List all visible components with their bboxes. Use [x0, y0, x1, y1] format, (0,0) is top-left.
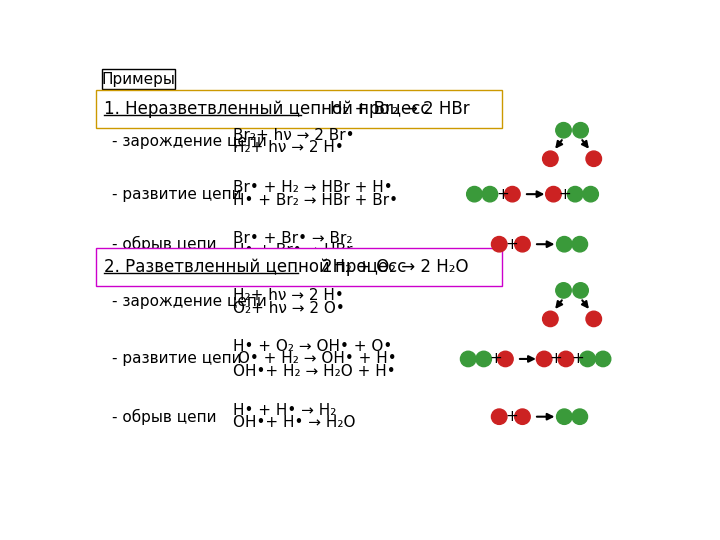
Circle shape	[543, 311, 558, 327]
Text: Br• + H₂ → HBr + H•: Br• + H₂ → HBr + H•	[233, 180, 393, 195]
Circle shape	[476, 351, 492, 367]
Circle shape	[573, 283, 588, 298]
Circle shape	[557, 237, 572, 252]
Text: - обрыв цепи: - обрыв цепи	[112, 409, 216, 425]
Text: +: +	[505, 237, 518, 252]
Circle shape	[586, 311, 601, 327]
Circle shape	[567, 186, 583, 202]
Text: - развитие цепи: - развитие цепи	[112, 187, 241, 201]
Circle shape	[572, 409, 588, 424]
FancyBboxPatch shape	[96, 90, 503, 128]
Text: +: +	[559, 187, 572, 201]
Text: O₂+ hν → 2 O•: O₂+ hν → 2 O•	[233, 301, 345, 315]
Circle shape	[498, 351, 513, 367]
Circle shape	[492, 409, 507, 424]
Text: +: +	[505, 409, 518, 424]
Text: +: +	[571, 352, 584, 367]
Circle shape	[557, 409, 572, 424]
Text: Br• + Br• → Br₂: Br• + Br• → Br₂	[233, 231, 353, 246]
Text: Примеры: Примеры	[102, 72, 176, 87]
Circle shape	[583, 186, 598, 202]
Circle shape	[543, 151, 558, 166]
Circle shape	[573, 123, 588, 138]
Circle shape	[515, 237, 530, 252]
Circle shape	[558, 351, 574, 367]
Text: H• + Br• → HBr: H• + Br• → HBr	[233, 243, 353, 258]
Circle shape	[492, 237, 507, 252]
Circle shape	[482, 186, 498, 202]
Circle shape	[515, 409, 530, 424]
Circle shape	[556, 283, 571, 298]
FancyBboxPatch shape	[96, 248, 503, 286]
Circle shape	[556, 123, 571, 138]
Text: H₂ + Br₂ → 2 HBr: H₂ + Br₂ → 2 HBr	[330, 100, 470, 118]
Text: 1. Неразветвленный цепной процесс: 1. Неразветвленный цепной процесс	[104, 100, 429, 118]
Text: - зарождение цепи: - зарождение цепи	[112, 294, 266, 309]
Text: - зарождение цепи: - зарождение цепи	[112, 134, 266, 149]
Text: Br₂+ hν → 2 Br•: Br₂+ hν → 2 Br•	[233, 128, 355, 143]
Text: +: +	[496, 187, 508, 201]
FancyBboxPatch shape	[102, 70, 175, 90]
Text: - развитие цепи: - развитие цепи	[112, 352, 241, 367]
Text: OH•+ H₂ → H₂O + H•: OH•+ H₂ → H₂O + H•	[233, 364, 396, 379]
Circle shape	[461, 351, 476, 367]
Text: 2. Разветвленный цепной процесс: 2. Разветвленный цепной процесс	[104, 258, 406, 276]
Text: H• + Br₂ → HBr + Br•: H• + Br₂ → HBr + Br•	[233, 193, 398, 208]
Text: 2H₂ + O₂ → 2 H₂O: 2H₂ + O₂ → 2 H₂O	[323, 258, 469, 276]
Text: H• + H• → H₂: H• + H• → H₂	[233, 403, 337, 418]
Text: H• + O₂ → OH• + O•: H• + O₂ → OH• + O•	[233, 339, 392, 354]
Text: +: +	[549, 352, 562, 367]
Circle shape	[586, 151, 601, 166]
Circle shape	[595, 351, 611, 367]
Circle shape	[505, 186, 520, 202]
Text: - обрыв цепи: - обрыв цепи	[112, 236, 216, 252]
Text: +: +	[490, 352, 503, 367]
Text: H₂+ hν → 2 H•: H₂+ hν → 2 H•	[233, 140, 344, 156]
Circle shape	[572, 237, 588, 252]
Circle shape	[546, 186, 561, 202]
Circle shape	[467, 186, 482, 202]
Text: H₂+ hν → 2 H•: H₂+ hν → 2 H•	[233, 288, 344, 303]
Circle shape	[580, 351, 595, 367]
Text: OH•+ H• → H₂O: OH•+ H• → H₂O	[233, 415, 356, 430]
Text: O• + H₂ → OH• + H•: O• + H₂ → OH• + H•	[233, 352, 397, 367]
Circle shape	[536, 351, 552, 367]
